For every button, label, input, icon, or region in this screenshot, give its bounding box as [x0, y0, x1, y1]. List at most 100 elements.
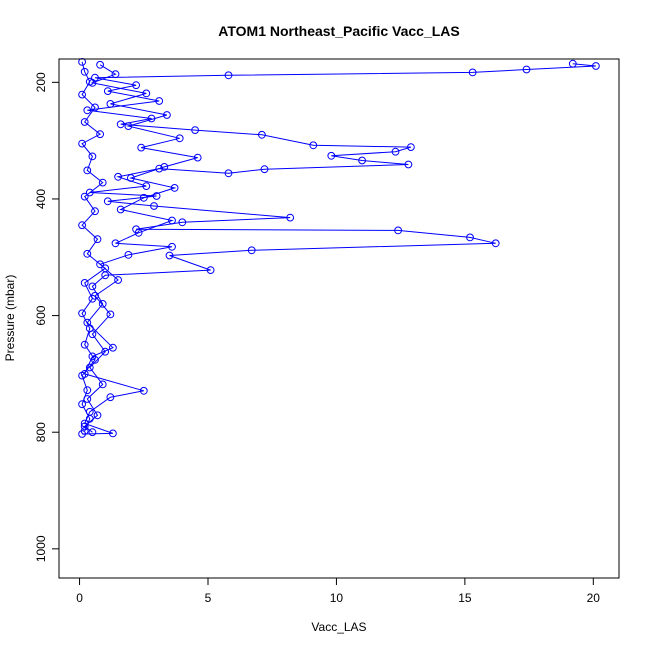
data-point — [85, 363, 94, 372]
y-tick-label: 1000 — [34, 535, 48, 562]
data-point — [83, 106, 92, 115]
data-point — [260, 165, 269, 174]
series-2 — [78, 58, 110, 435]
data-point — [83, 166, 92, 175]
data-point — [247, 246, 256, 255]
data-point — [155, 164, 164, 173]
data-point — [468, 68, 477, 77]
data-point — [152, 192, 161, 200]
data-point — [106, 100, 115, 108]
data-point — [592, 62, 600, 70]
data-point — [96, 260, 104, 269]
data-point — [137, 143, 146, 152]
data-point — [106, 393, 115, 402]
data-point — [114, 276, 122, 284]
data-point — [466, 233, 474, 242]
data-point — [88, 294, 97, 303]
data-point — [103, 87, 112, 95]
data-point — [83, 386, 92, 395]
data-point — [224, 71, 233, 80]
data-point — [286, 213, 295, 222]
data-point — [111, 239, 120, 248]
data-point — [142, 89, 151, 98]
data-point — [101, 347, 110, 356]
data-point — [178, 218, 187, 227]
data-point — [175, 134, 184, 143]
data-point — [168, 216, 176, 225]
data-point — [163, 111, 171, 119]
data-point — [309, 141, 318, 150]
data-point — [404, 160, 413, 169]
data-point — [109, 343, 117, 352]
data-point — [80, 67, 89, 76]
data-point — [111, 70, 120, 79]
data-point — [80, 427, 89, 435]
data-point — [85, 324, 94, 333]
data-point — [80, 118, 89, 126]
y-tick-label: 400 — [34, 189, 48, 209]
data-point — [78, 90, 86, 99]
data-point — [150, 202, 158, 210]
data-point — [83, 249, 92, 258]
data-point — [568, 59, 577, 68]
data-point — [88, 152, 97, 161]
data-point — [193, 153, 202, 162]
y-tick-label: 200 — [34, 72, 48, 92]
data-point — [139, 193, 148, 202]
data-point — [106, 310, 115, 319]
data-point — [88, 428, 97, 437]
data-point — [80, 340, 89, 349]
data-point — [93, 235, 102, 244]
y-tick-label: 800 — [34, 422, 48, 442]
data-point — [407, 143, 415, 152]
data-point — [98, 380, 107, 389]
data-point — [85, 414, 94, 423]
data-point — [170, 184, 179, 192]
data-point — [491, 239, 500, 248]
data-point — [88, 282, 97, 291]
data-point — [78, 309, 86, 318]
data-point — [391, 147, 400, 156]
data-point — [116, 205, 125, 214]
data-point — [114, 172, 122, 181]
data-point — [224, 169, 233, 178]
data-point — [80, 192, 89, 201]
data-point — [165, 251, 174, 260]
y-tick-label: 600 — [34, 305, 48, 325]
data-point — [91, 207, 99, 216]
x-tick-label: 10 — [330, 591, 344, 605]
x-axis-title: Vacc_LAS — [311, 620, 366, 634]
x-tick-label: 15 — [458, 591, 472, 605]
data-point — [522, 65, 531, 74]
data-point — [124, 251, 133, 259]
data-point — [142, 182, 151, 191]
series-1 — [80, 60, 202, 437]
series-line — [81, 61, 107, 432]
x-tick-label: 20 — [587, 591, 601, 605]
data-point — [168, 242, 176, 251]
data-point — [85, 188, 94, 197]
data-point — [78, 400, 86, 409]
data-point — [78, 371, 86, 380]
y-axis-title: Pressure (mbar) — [3, 275, 17, 362]
series-layer — [78, 58, 600, 438]
data-point — [109, 429, 117, 438]
data-point — [206, 266, 215, 275]
data-point — [134, 228, 143, 237]
data-point — [78, 139, 86, 148]
data-point — [80, 279, 89, 287]
data-point — [101, 264, 110, 273]
data-point — [78, 221, 86, 230]
x-tick-label: 5 — [205, 591, 212, 605]
data-point — [93, 411, 102, 420]
data-point — [132, 81, 141, 90]
data-point — [358, 156, 367, 165]
data-point — [191, 126, 200, 135]
data-point — [258, 130, 266, 139]
data-point — [116, 120, 125, 129]
x-tick-label: 0 — [76, 591, 83, 605]
data-point — [155, 97, 164, 105]
data-point — [139, 386, 148, 395]
